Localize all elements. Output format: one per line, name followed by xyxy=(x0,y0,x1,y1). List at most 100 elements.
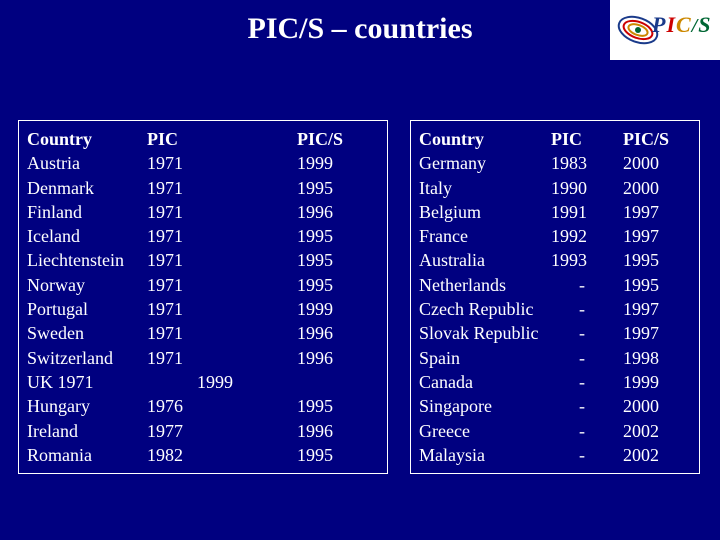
cell-country: Netherlands xyxy=(419,273,551,297)
cell-pics: 1999 xyxy=(297,151,357,175)
table-header: CountryPICPIC/S xyxy=(419,127,691,151)
cell-country: Ireland xyxy=(27,419,147,443)
cell-pic: 1971 xyxy=(147,151,197,175)
table-row: Spain-1998 xyxy=(419,346,691,370)
cell-mid xyxy=(197,346,297,370)
cell-pic: - xyxy=(551,419,623,443)
col-pic: PIC xyxy=(147,127,197,151)
cell-country: Canada xyxy=(419,370,551,394)
cell-mid xyxy=(197,297,297,321)
cell-pic: - xyxy=(551,370,623,394)
col-pics: PIC/S xyxy=(623,127,683,151)
cell-mid xyxy=(197,273,297,297)
cell-pic: 1971 xyxy=(147,321,197,345)
cell-pic: 1990 xyxy=(551,176,623,200)
table-row: Iceland19711995 xyxy=(27,224,379,248)
cell-pic: 1993 xyxy=(551,248,623,272)
col-country: Country xyxy=(27,127,147,151)
cell-mid xyxy=(197,176,297,200)
cell-pics: 1996 xyxy=(297,346,357,370)
table-row: Singapore-2000 xyxy=(419,394,691,418)
cell-pics: 2000 xyxy=(623,176,683,200)
cell-pics: 1995 xyxy=(623,248,683,272)
table-row: UK 19711999 xyxy=(27,370,379,394)
cell-pics: 1995 xyxy=(297,248,357,272)
table-row: Liechtenstein19711995 xyxy=(27,248,379,272)
cell-pic: - xyxy=(551,273,623,297)
cell-country: Germany xyxy=(419,151,551,175)
table-row: Czech Republic-1997 xyxy=(419,297,691,321)
cell-country: Austria xyxy=(27,151,147,175)
table-row: Norway19711995 xyxy=(27,273,379,297)
cell-country: Norway xyxy=(27,273,147,297)
logo-letter-s: S xyxy=(698,12,711,37)
cell-mid xyxy=(197,200,297,224)
cell-pics: 1995 xyxy=(297,394,357,418)
cell-pics: 1996 xyxy=(297,419,357,443)
cell-pic: 1983 xyxy=(551,151,623,175)
cell-pics: 1999 xyxy=(297,297,357,321)
cell-pics: 1997 xyxy=(623,297,683,321)
cell-pics: 1997 xyxy=(623,321,683,345)
cell-pic: 1977 xyxy=(147,419,197,443)
table-row: Netherlands-1995 xyxy=(419,273,691,297)
cell-pic: 1992 xyxy=(551,224,623,248)
table-row: Switzerland19711996 xyxy=(27,346,379,370)
table-row: Belgium19911997 xyxy=(419,200,691,224)
countries-table-left: CountryPICPIC/SAustria19711999Denmark197… xyxy=(18,120,388,474)
cell-pics: 2000 xyxy=(623,394,683,418)
table-row: Germany19832000 xyxy=(419,151,691,175)
cell-pics: 2002 xyxy=(623,443,683,467)
cell-country: Denmark xyxy=(27,176,147,200)
cell-mid xyxy=(197,321,297,345)
cell-pics: 1995 xyxy=(623,273,683,297)
cell-country: Switzerland xyxy=(27,346,147,370)
cell-pics: 2002 xyxy=(623,419,683,443)
cell-country: Hungary xyxy=(27,394,147,418)
table-row: Denmark1971 1995 xyxy=(27,176,379,200)
cell-mid xyxy=(197,248,297,272)
cell-country: Portugal xyxy=(27,297,147,321)
cell-pic: 1971 xyxy=(147,297,197,321)
cell-country: Slovak Republic xyxy=(419,321,551,345)
cell-pic: 1976 xyxy=(147,394,197,418)
table-header: CountryPICPIC/S xyxy=(27,127,379,151)
table-row: Finland19711996 xyxy=(27,200,379,224)
table-row: Australia19931995 xyxy=(419,248,691,272)
cell-country: Australia xyxy=(419,248,551,272)
countries-table-right: CountryPICPIC/SGermany19832000Italy19902… xyxy=(410,120,700,474)
cell-pics: 1997 xyxy=(623,200,683,224)
cell-pics: 1995 xyxy=(297,176,357,200)
cell-country: Romania xyxy=(27,443,147,467)
cell-mid xyxy=(197,394,297,418)
cell-country: Sweden xyxy=(27,321,147,345)
cell-pics: 1998 xyxy=(623,346,683,370)
cell-country: Czech Republic xyxy=(419,297,551,321)
cell-pics xyxy=(297,370,357,394)
cell-pic: - xyxy=(551,394,623,418)
cell-country: Finland xyxy=(27,200,147,224)
table-row: Greece-2002 xyxy=(419,419,691,443)
pics-logo: PIC/S xyxy=(610,0,720,60)
logo-text: PIC/S xyxy=(652,12,712,38)
table-row: Austria1971 1999 xyxy=(27,151,379,175)
cell-pic xyxy=(147,370,197,394)
cell-country: Singapore xyxy=(419,394,551,418)
cell-pic: 1971 xyxy=(147,248,197,272)
cell-pic: 1971 xyxy=(147,176,197,200)
table-row: Italy19902000 xyxy=(419,176,691,200)
cell-pics: 2000 xyxy=(623,151,683,175)
cell-pics: 1996 xyxy=(297,321,357,345)
table-row: Ireland1977 1996 xyxy=(27,419,379,443)
table-row: Sweden1971 1996 xyxy=(27,321,379,345)
logo-letter-c: C xyxy=(676,12,692,37)
cell-country: Spain xyxy=(419,346,551,370)
cell-mid xyxy=(197,151,297,175)
cell-pic: 1982 xyxy=(147,443,197,467)
cell-country: Italy xyxy=(419,176,551,200)
cell-country: Iceland xyxy=(27,224,147,248)
logo-letter-p: P xyxy=(652,12,666,37)
table-row: Romania19821995 xyxy=(27,443,379,467)
cell-pics: 1995 xyxy=(297,224,357,248)
cell-pics: 1996 xyxy=(297,200,357,224)
